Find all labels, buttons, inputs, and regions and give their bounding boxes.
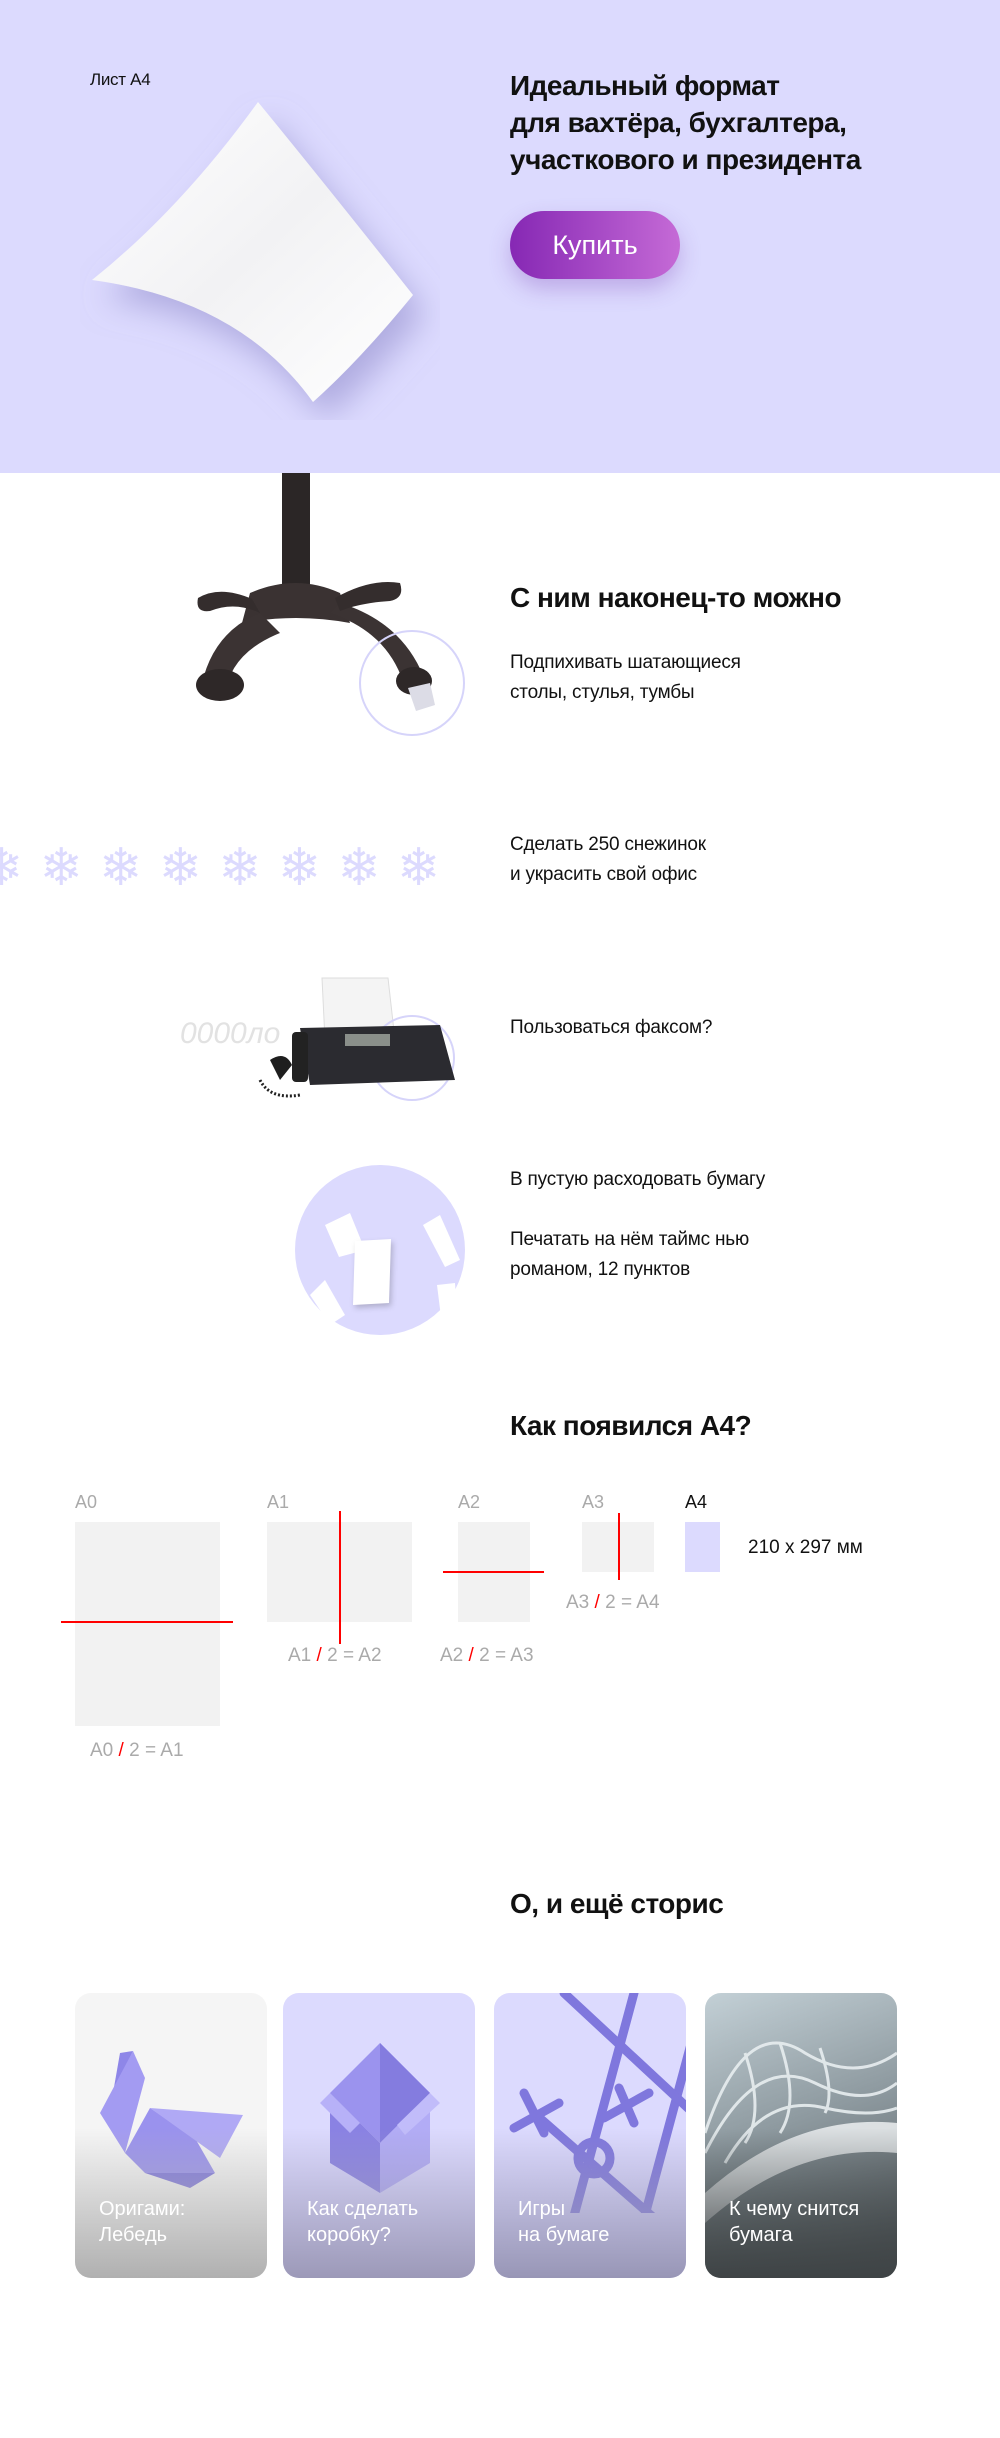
formula-slash: /: [594, 1592, 600, 1613]
formula-slash: /: [118, 1740, 124, 1761]
buy-button[interactable]: Купить: [510, 211, 680, 279]
story-caption: Лебедь: [99, 2224, 168, 2246]
snowflake-icon: ❄: [99, 839, 143, 897]
hero-section: Лист А4 Идеальный формат для вахтёра, бу…: [0, 0, 1000, 473]
snowflake-icon: ❄: [277, 839, 322, 897]
cut-line-a3: [618, 1513, 620, 1580]
paper-sheet-image: [92, 102, 413, 402]
story-caption: Игры: [518, 2198, 566, 2220]
snowflake-icon: ❄: [158, 839, 203, 897]
size-label-a4: A4: [685, 1492, 708, 1512]
snowflake-icon: ❄: [397, 839, 441, 897]
card-shade: [283, 2128, 475, 2278]
snowflake-icon: ❄: [337, 839, 382, 897]
use-text: и украсить свой офис: [510, 864, 697, 885]
use-text: Пользоваться факсом?: [510, 1017, 713, 1038]
snowflake-icon: ❄: [0, 839, 24, 897]
formula-a3: A3 / 2 = A4: [566, 1592, 660, 1614]
card-shade: [494, 2128, 686, 2278]
cut-line-a2: [443, 1571, 544, 1573]
use-text: Печатать на нём таймс нью: [510, 1229, 750, 1250]
formula-slash: /: [316, 1645, 322, 1666]
card-shade: [75, 2128, 267, 2278]
table-leg-image: [196, 473, 465, 736]
story-caption: Как сделать: [307, 2198, 419, 2220]
formula-result: 2 = A2: [327, 1645, 382, 1666]
story-card-box[interactable]: Как сделать коробку?: [283, 1993, 475, 2278]
formula-term: A1: [288, 1645, 312, 1666]
formula-slash: /: [468, 1645, 474, 1666]
story-card-dream[interactable]: К чему снится бумага: [705, 1993, 897, 2278]
fax-sound-text: 0000ло: [180, 1017, 281, 1050]
formula-result: 2 = A4: [605, 1592, 660, 1613]
use-text: столы, стулья, тумбы: [510, 682, 695, 703]
story-card-origami[interactable]: Оригами: Лебедь: [75, 1993, 267, 2278]
sheet-a0: [75, 1522, 220, 1726]
story-caption: коробку?: [307, 2224, 391, 2246]
cut-line-a0: [61, 1621, 233, 1623]
formula-term: A2: [440, 1645, 464, 1666]
story-caption: Оригами:: [99, 2198, 186, 2220]
flying-papers-image: [295, 1165, 465, 1335]
formula-term: A0: [90, 1740, 114, 1761]
snowflake-icon: ❄: [39, 839, 84, 897]
size-label-a1: A1: [267, 1492, 290, 1512]
use-text: Подпихивать шатающиеся: [510, 652, 741, 673]
uses-title: С ним наконец-то можно: [510, 582, 842, 613]
formula-a2: A2 / 2 = A3: [440, 1645, 534, 1667]
use-text: В пустую расходовать бумагу: [510, 1169, 766, 1190]
sheet-a4: [685, 1522, 720, 1572]
story-card-games[interactable]: Игры на бумаге: [494, 1993, 686, 2278]
size-label-a3: A3: [582, 1492, 605, 1512]
use-text: Сделать 250 снежинок: [510, 834, 706, 855]
size-label-a0: A0: [75, 1492, 98, 1512]
snowflakes-row: ❄ ❄ ❄ ❄ ❄ ❄ ❄ ❄: [0, 838, 470, 898]
story-caption: бумага: [729, 2224, 793, 2246]
snowflake-icon: ❄: [218, 839, 262, 897]
size-label-a2: A2: [458, 1492, 481, 1512]
stories-title: О, и ещё сторис: [510, 1888, 724, 1919]
use-text: романом, 12 пунктов: [510, 1259, 691, 1280]
cut-line-a1: [339, 1511, 341, 1644]
card-shade: [705, 2128, 897, 2278]
a4-dimensions: 210 x 297 мм: [748, 1537, 863, 1558]
hero-title-line: Идеальный формат: [510, 70, 780, 101]
hero-title-line: для вахтёра, бухгалтера,: [510, 107, 847, 138]
formula-result: 2 = A1: [129, 1740, 184, 1761]
formula-term: A3: [566, 1592, 590, 1613]
formula-a0: A0 / 2 = A1: [90, 1740, 184, 1762]
story-caption: К чему снится: [729, 2198, 860, 2220]
formula-result: 2 = A3: [479, 1645, 534, 1666]
origin-title: Как появился А4?: [510, 1410, 752, 1441]
hero-title-line: участкового и президента: [510, 144, 861, 175]
formula-a1: A1 / 2 = A2: [288, 1645, 382, 1667]
fax-image: [258, 977, 455, 1101]
product-label: Лист А4: [90, 70, 151, 89]
story-caption: на бумаге: [518, 2224, 610, 2246]
